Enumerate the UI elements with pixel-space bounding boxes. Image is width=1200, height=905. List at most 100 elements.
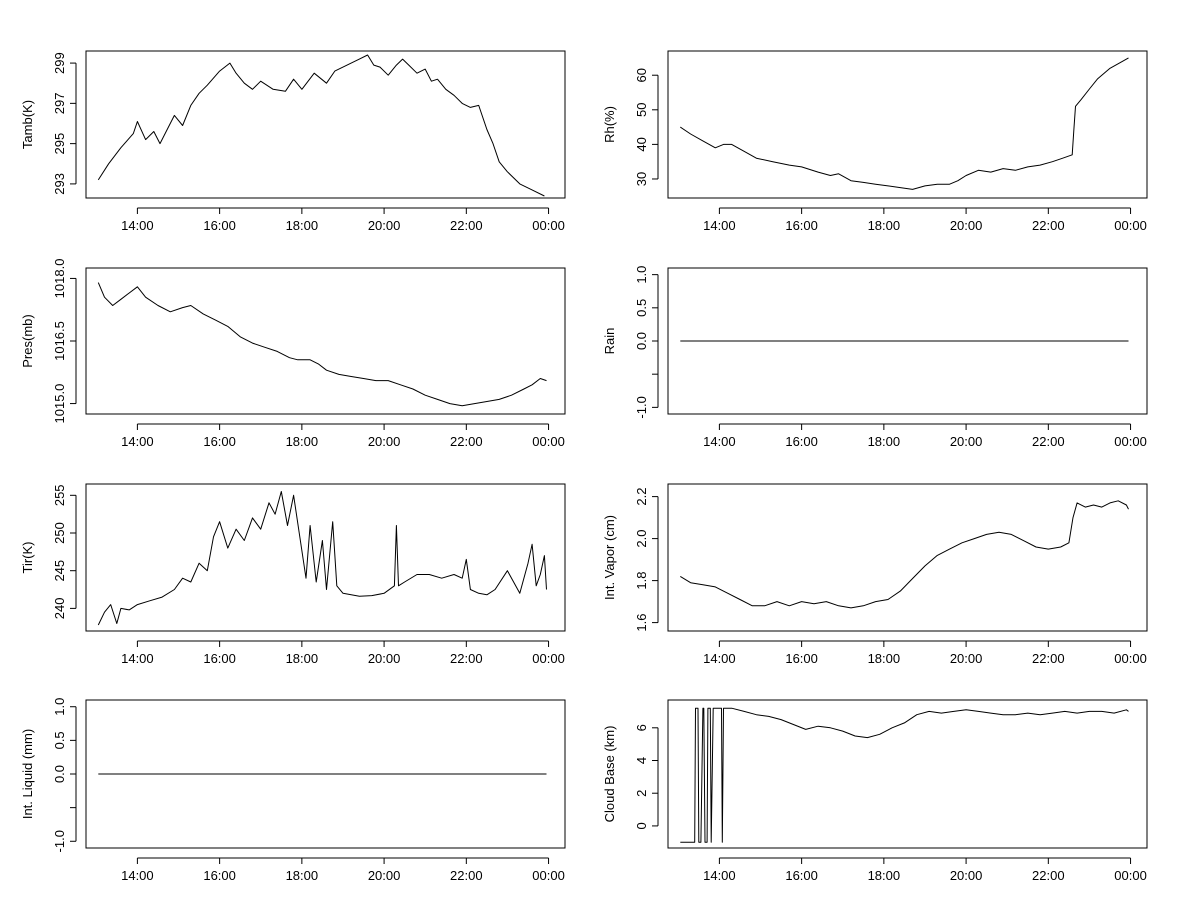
- x-tick-label: 22:00: [450, 868, 483, 883]
- y-tick-label: 50: [634, 103, 649, 117]
- panel-3: 14:00 16:00 18:00 20:00 22:00 00:00 1015.0 1016…: [20, 259, 566, 449]
- y-axis-label: Int. Vapor (cm): [602, 515, 617, 600]
- x-tick-label: 20:00: [368, 651, 401, 666]
- plot-frame: [85, 50, 566, 199]
- plot-frame: [85, 483, 566, 632]
- y-tick-label: 0.5: [52, 731, 67, 749]
- y-tick-label: 240: [52, 598, 67, 620]
- x-tick-label: 14:00: [121, 434, 154, 449]
- x-tick-label: 00:00: [1114, 434, 1147, 449]
- x-tick-label: 00:00: [532, 868, 565, 883]
- plot-frame: [667, 50, 1148, 199]
- y-tick-label: 1.8: [634, 572, 649, 590]
- y-tick-label: 297: [52, 93, 67, 115]
- x-tick-label: 00:00: [532, 651, 565, 666]
- y-tick-label: 245: [52, 560, 67, 582]
- x-tick-label: 22:00: [450, 218, 483, 233]
- y-tick-label: 250: [52, 522, 67, 544]
- x-tick-label: 22:00: [450, 434, 483, 449]
- x-tick-label: 20:00: [950, 651, 983, 666]
- y-tick-label: -1.0: [52, 830, 67, 852]
- x-tick-label: 14:00: [121, 868, 154, 883]
- x-tick-label: 16:00: [203, 868, 236, 883]
- y-tick-label: -1.0: [634, 396, 649, 418]
- x-tick-label: 00:00: [1114, 218, 1147, 233]
- x-tick-label: 16:00: [203, 651, 236, 666]
- y-tick-label: 6: [634, 724, 649, 731]
- x-tick-label: 20:00: [368, 218, 401, 233]
- y-tick-label: 2.2: [634, 488, 649, 506]
- x-tick-label: 18:00: [286, 218, 319, 233]
- y-tick-label: 2.0: [634, 530, 649, 548]
- y-tick-label: 30: [634, 172, 649, 186]
- x-tick-label: 16:00: [785, 651, 818, 666]
- y-axis-label: Cloud Base (km): [602, 726, 617, 823]
- x-tick-label: 16:00: [785, 434, 818, 449]
- plot-frame: [667, 267, 1148, 415]
- series-line-1: [680, 57, 1129, 190]
- x-tick-label: 00:00: [532, 434, 565, 449]
- x-tick-label: 18:00: [286, 651, 319, 666]
- x-tick-label: 00:00: [1114, 868, 1147, 883]
- x-tick-label: 14:00: [703, 651, 736, 666]
- y-tick-label: 0.0: [634, 332, 649, 350]
- x-tick-label: 18:00: [868, 218, 901, 233]
- x-tick-label: 18:00: [868, 434, 901, 449]
- x-tick-label: 16:00: [203, 218, 236, 233]
- x-tick-label: 00:00: [1114, 651, 1147, 666]
- y-tick-label: 0.0: [52, 765, 67, 783]
- y-tick-label: 293: [52, 173, 67, 195]
- x-tick-label: 16:00: [203, 434, 236, 449]
- y-tick-label: 1016.5: [52, 321, 67, 361]
- y-tick-label: 1.0: [634, 266, 649, 284]
- y-axis-label: Rh(%): [602, 106, 617, 143]
- x-tick-label: 20:00: [950, 434, 983, 449]
- panel-5: 14:00 16:00 18:00 20:00 22:00 00:00 240 245 250 2…: [20, 483, 566, 666]
- y-tick-label: 1.0: [52, 698, 67, 716]
- y-tick-label: 299: [52, 52, 67, 74]
- x-tick-label: 20:00: [368, 868, 401, 883]
- series-line-1: [97, 491, 547, 626]
- x-tick-label: 22:00: [1032, 218, 1065, 233]
- y-tick-label: 1.6: [634, 614, 649, 632]
- plot-frame: [667, 699, 1148, 849]
- y-tick-label: 40: [634, 137, 649, 151]
- panel-4: 14:00 16:00 18:00 20:00 22:00 00:00 -1.0 0.0 0.5…: [602, 266, 1148, 449]
- y-tick-label: 1015.0: [52, 384, 67, 424]
- series-line-1: [680, 500, 1129, 609]
- y-axis-label: Pres(mb): [20, 314, 35, 367]
- y-axis-label: Tamb(K): [20, 100, 35, 149]
- x-tick-label: 00:00: [532, 218, 565, 233]
- panel-7: 14:00 16:00 18:00 20:00 22:00 00:00 -1.0 0.0 0.5…: [20, 698, 566, 883]
- series-line-1: [97, 282, 547, 407]
- x-tick-label: 20:00: [368, 434, 401, 449]
- x-tick-label: 22:00: [450, 651, 483, 666]
- x-tick-label: 14:00: [703, 868, 736, 883]
- plot-frame: [667, 483, 1148, 632]
- x-tick-label: 14:00: [703, 218, 736, 233]
- x-tick-label: 14:00: [703, 434, 736, 449]
- x-tick-label: 22:00: [1032, 868, 1065, 883]
- panel-6: 14:00 16:00 18:00 20:00 22:00 00:00 1.6 1.8 2.0 2…: [602, 483, 1148, 666]
- y-tick-label: 1018.0: [52, 259, 67, 299]
- y-axis-label: Int. Liquid (mm): [20, 729, 35, 819]
- y-tick-label: 4: [634, 757, 649, 764]
- x-tick-label: 16:00: [785, 218, 818, 233]
- panel-8: 14:00 16:00 18:00 20:00 22:00 00:00 0 2 4 6 Cloud …: [602, 699, 1148, 883]
- x-tick-label: 14:00: [121, 218, 154, 233]
- y-tick-label: 60: [634, 68, 649, 82]
- x-tick-label: 14:00: [121, 651, 154, 666]
- series-line-1: [680, 707, 1129, 843]
- x-tick-label: 16:00: [785, 868, 818, 883]
- x-tick-label: 18:00: [286, 868, 319, 883]
- y-tick-label: 255: [52, 484, 67, 506]
- y-tick-label: 0.5: [634, 299, 649, 317]
- series-line-1: [97, 54, 545, 197]
- y-tick-label: 2: [634, 790, 649, 797]
- x-tick-label: 22:00: [1032, 434, 1065, 449]
- y-tick-label: 295: [52, 133, 67, 155]
- x-tick-label: 20:00: [950, 868, 983, 883]
- plot-frame: [85, 699, 566, 849]
